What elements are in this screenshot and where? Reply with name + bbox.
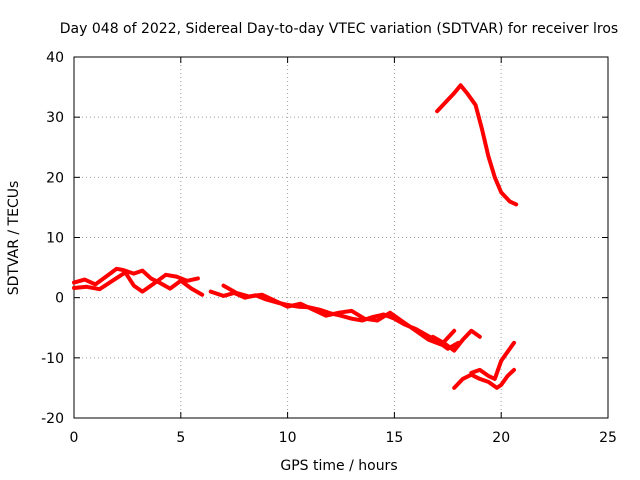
x-tick-label: 10 bbox=[279, 430, 297, 446]
series-line-track-b bbox=[72, 270, 200, 294]
y-tick-label: 30 bbox=[46, 110, 64, 126]
y-tick-label: -10 bbox=[41, 351, 64, 367]
y-tick-label: 20 bbox=[46, 170, 64, 186]
x-tick-label: 0 bbox=[70, 430, 79, 446]
series-line-track-a bbox=[72, 266, 205, 297]
series-line-track-c bbox=[208, 289, 461, 351]
y-tick-label: 10 bbox=[46, 231, 64, 247]
series-line-track-h bbox=[430, 328, 482, 353]
x-tick-labels: 0 5 10 15 20 25 bbox=[70, 430, 617, 446]
y-tick-label: 40 bbox=[46, 50, 64, 66]
x-tick-label: 20 bbox=[492, 430, 510, 446]
grid-lines bbox=[74, 57, 608, 418]
x-axis-label: GPS time / hours bbox=[280, 458, 397, 474]
x-tick-label: 15 bbox=[385, 430, 403, 446]
y-tick-label: -20 bbox=[41, 411, 64, 427]
series-line-track-g bbox=[469, 340, 516, 381]
y-tick-label: 0 bbox=[55, 291, 64, 307]
series-line-track-f bbox=[452, 367, 516, 390]
series-line-track-e bbox=[435, 83, 519, 207]
y-axis-label: SDTVAR / TECUs bbox=[6, 181, 22, 296]
x-tick-label: 5 bbox=[176, 430, 185, 446]
axis-ticks bbox=[73, 56, 609, 419]
series-group bbox=[72, 83, 519, 390]
x-tick-label: 25 bbox=[599, 430, 617, 446]
chart-title: Day 048 of 2022, Sidereal Day-to-day VTE… bbox=[60, 21, 618, 37]
series-line-track-d bbox=[221, 283, 457, 347]
y-tick-labels: -20 -10 0 10 20 30 40 bbox=[41, 50, 64, 427]
